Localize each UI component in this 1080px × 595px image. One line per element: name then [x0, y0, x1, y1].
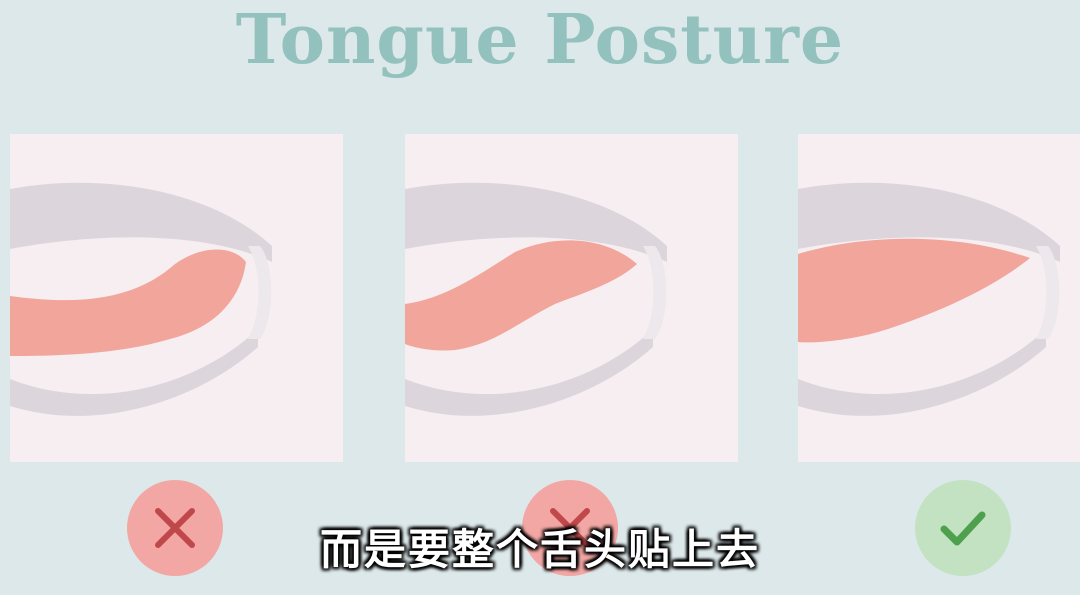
cross-icon	[550, 508, 590, 548]
correct-badge	[915, 480, 1011, 576]
upper-palate	[405, 182, 667, 262]
panel-full-tongue	[798, 134, 1080, 462]
front-teeth	[248, 246, 272, 339]
mouth-diagram-partial-tongue	[405, 182, 667, 416]
lower-jaw	[10, 329, 258, 416]
mouth-diagram-full-tongue	[798, 182, 1060, 416]
mouth-diagram-low-tongue	[10, 182, 272, 416]
lower-jaw	[798, 329, 1046, 416]
upper-palate	[798, 182, 1060, 262]
tongue	[405, 240, 637, 351]
tongue	[10, 249, 246, 356]
check-icon	[940, 511, 986, 546]
wrong-badge-2	[522, 480, 618, 576]
lower-jaw	[405, 329, 653, 416]
front-teeth	[643, 246, 667, 339]
video-subtitle: 而是要整个舌头贴上去	[319, 525, 760, 574]
wrong-badge-1	[127, 480, 223, 576]
panel-low-tongue	[10, 134, 343, 462]
cross-icon	[155, 508, 195, 548]
upper-palate	[10, 182, 272, 262]
tongue	[798, 238, 1030, 343]
panel-partial-tongue	[405, 134, 738, 462]
page-title: Tongue Posture	[235, 0, 845, 80]
front-teeth	[1036, 246, 1060, 339]
